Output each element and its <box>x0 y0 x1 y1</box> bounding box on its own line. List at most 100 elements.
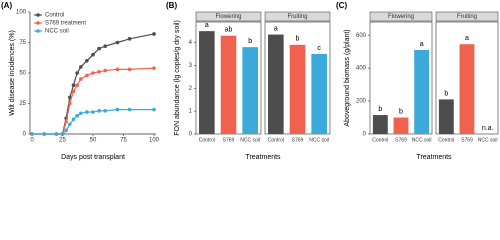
point <box>91 52 95 57</box>
x-axis-label: Treatments <box>416 154 452 161</box>
legend-label: S769 treatment <box>45 21 86 27</box>
significance-letter: b <box>248 38 252 45</box>
significance-letter: c <box>317 45 321 52</box>
bar <box>459 44 475 135</box>
y-axis-label: Wilt disease incidences (%) <box>9 30 16 116</box>
series-line <box>32 67 155 135</box>
facet-strip <box>195 11 262 22</box>
point <box>64 120 68 124</box>
y-tick-label: 75 <box>19 40 26 46</box>
point <box>85 59 89 63</box>
facet-strip <box>264 11 331 22</box>
x-tick-label: 0 <box>30 138 34 144</box>
facet-label: Fruiting <box>457 14 477 20</box>
point <box>115 67 120 72</box>
point <box>30 132 34 136</box>
significance-letter: b <box>399 108 403 115</box>
series-line <box>32 33 155 135</box>
x-tick-label: S769 <box>292 137 304 143</box>
y-tick-label: 2 <box>189 86 193 92</box>
point <box>71 83 76 87</box>
x-tick-label: Control <box>372 137 388 143</box>
y-tick-label: 400 <box>356 66 367 72</box>
x-axis-label: Treatments <box>245 154 281 161</box>
bar <box>220 35 237 134</box>
series-line <box>32 109 154 135</box>
point <box>152 32 156 36</box>
y-axis-label: Aboveground biomass (g/plant) <box>344 29 351 126</box>
point <box>75 113 79 118</box>
point <box>42 132 46 136</box>
bar <box>372 115 388 134</box>
point <box>68 95 72 100</box>
x-tick-label: 100 <box>149 138 160 144</box>
legend-dot <box>36 21 40 25</box>
point <box>97 109 101 113</box>
bar <box>438 99 454 134</box>
x-tick-label: 75 <box>120 138 127 144</box>
point <box>64 128 68 133</box>
bar <box>393 117 409 134</box>
y-tick-label: 3 <box>189 63 193 69</box>
point <box>85 110 89 114</box>
bar <box>242 47 258 135</box>
point <box>71 117 76 122</box>
legend-label: Control <box>45 13 64 19</box>
point <box>68 101 72 106</box>
point <box>103 109 107 113</box>
panel-label: (A) <box>1 1 12 10</box>
x-tick-label: NCC soil <box>412 137 432 143</box>
point <box>91 71 95 75</box>
y-tick-label: 1 <box>189 109 193 115</box>
y-axis-label: FON abundance (lg copies/g dry soil) <box>174 20 181 136</box>
bar <box>268 34 284 135</box>
point <box>60 132 65 136</box>
legend-dot <box>36 13 40 17</box>
x-axis-label: Days post transplant <box>61 154 125 161</box>
point <box>127 107 132 112</box>
point <box>97 46 101 51</box>
y-tick-label: 100 <box>16 10 27 16</box>
point <box>152 66 156 70</box>
point <box>152 107 156 112</box>
x-tick-label: Control <box>438 137 454 143</box>
facet-label: Flowering <box>388 14 414 20</box>
legend-dot <box>36 29 40 33</box>
significance-letter: a <box>420 41 424 48</box>
point <box>79 77 83 81</box>
point <box>103 44 107 48</box>
x-tick-label: NCC soil <box>309 137 329 143</box>
y-tick-label: 200 <box>356 99 367 105</box>
y-tick-label: 4 <box>189 40 193 46</box>
x-tick-label: S769 <box>223 137 235 143</box>
y-tick-label: 600 <box>356 33 367 39</box>
significance-letter: a <box>205 22 209 29</box>
point <box>85 73 89 78</box>
x-tick-label: S769 <box>461 137 473 143</box>
facet-strip <box>435 11 499 22</box>
point <box>79 111 83 116</box>
point <box>71 89 76 94</box>
significance-letter: b <box>378 106 382 113</box>
x-tick-label: Control <box>268 137 284 143</box>
legend-label: NCC soil <box>45 29 69 35</box>
facet-label: Flowering <box>215 14 241 20</box>
point <box>97 69 101 74</box>
bar <box>414 50 430 134</box>
y-tick-label: 0 <box>363 132 367 138</box>
point <box>103 68 107 73</box>
x-tick-label: NCC soil <box>240 137 260 143</box>
y-tick-label: 50 <box>19 71 26 77</box>
facet-label: Fruiting <box>287 14 307 20</box>
point <box>54 132 59 136</box>
y-tick-label: 0 <box>23 132 27 138</box>
x-tick-label: 25 <box>59 138 66 144</box>
point <box>75 83 79 87</box>
y-tick-label: 25 <box>19 101 26 107</box>
x-tick-label: NCC soil <box>478 137 498 143</box>
significance-letter: b <box>296 36 300 43</box>
point <box>91 110 95 114</box>
x-tick-label: Control <box>199 137 215 143</box>
x-tick-label: S769 <box>395 137 407 143</box>
